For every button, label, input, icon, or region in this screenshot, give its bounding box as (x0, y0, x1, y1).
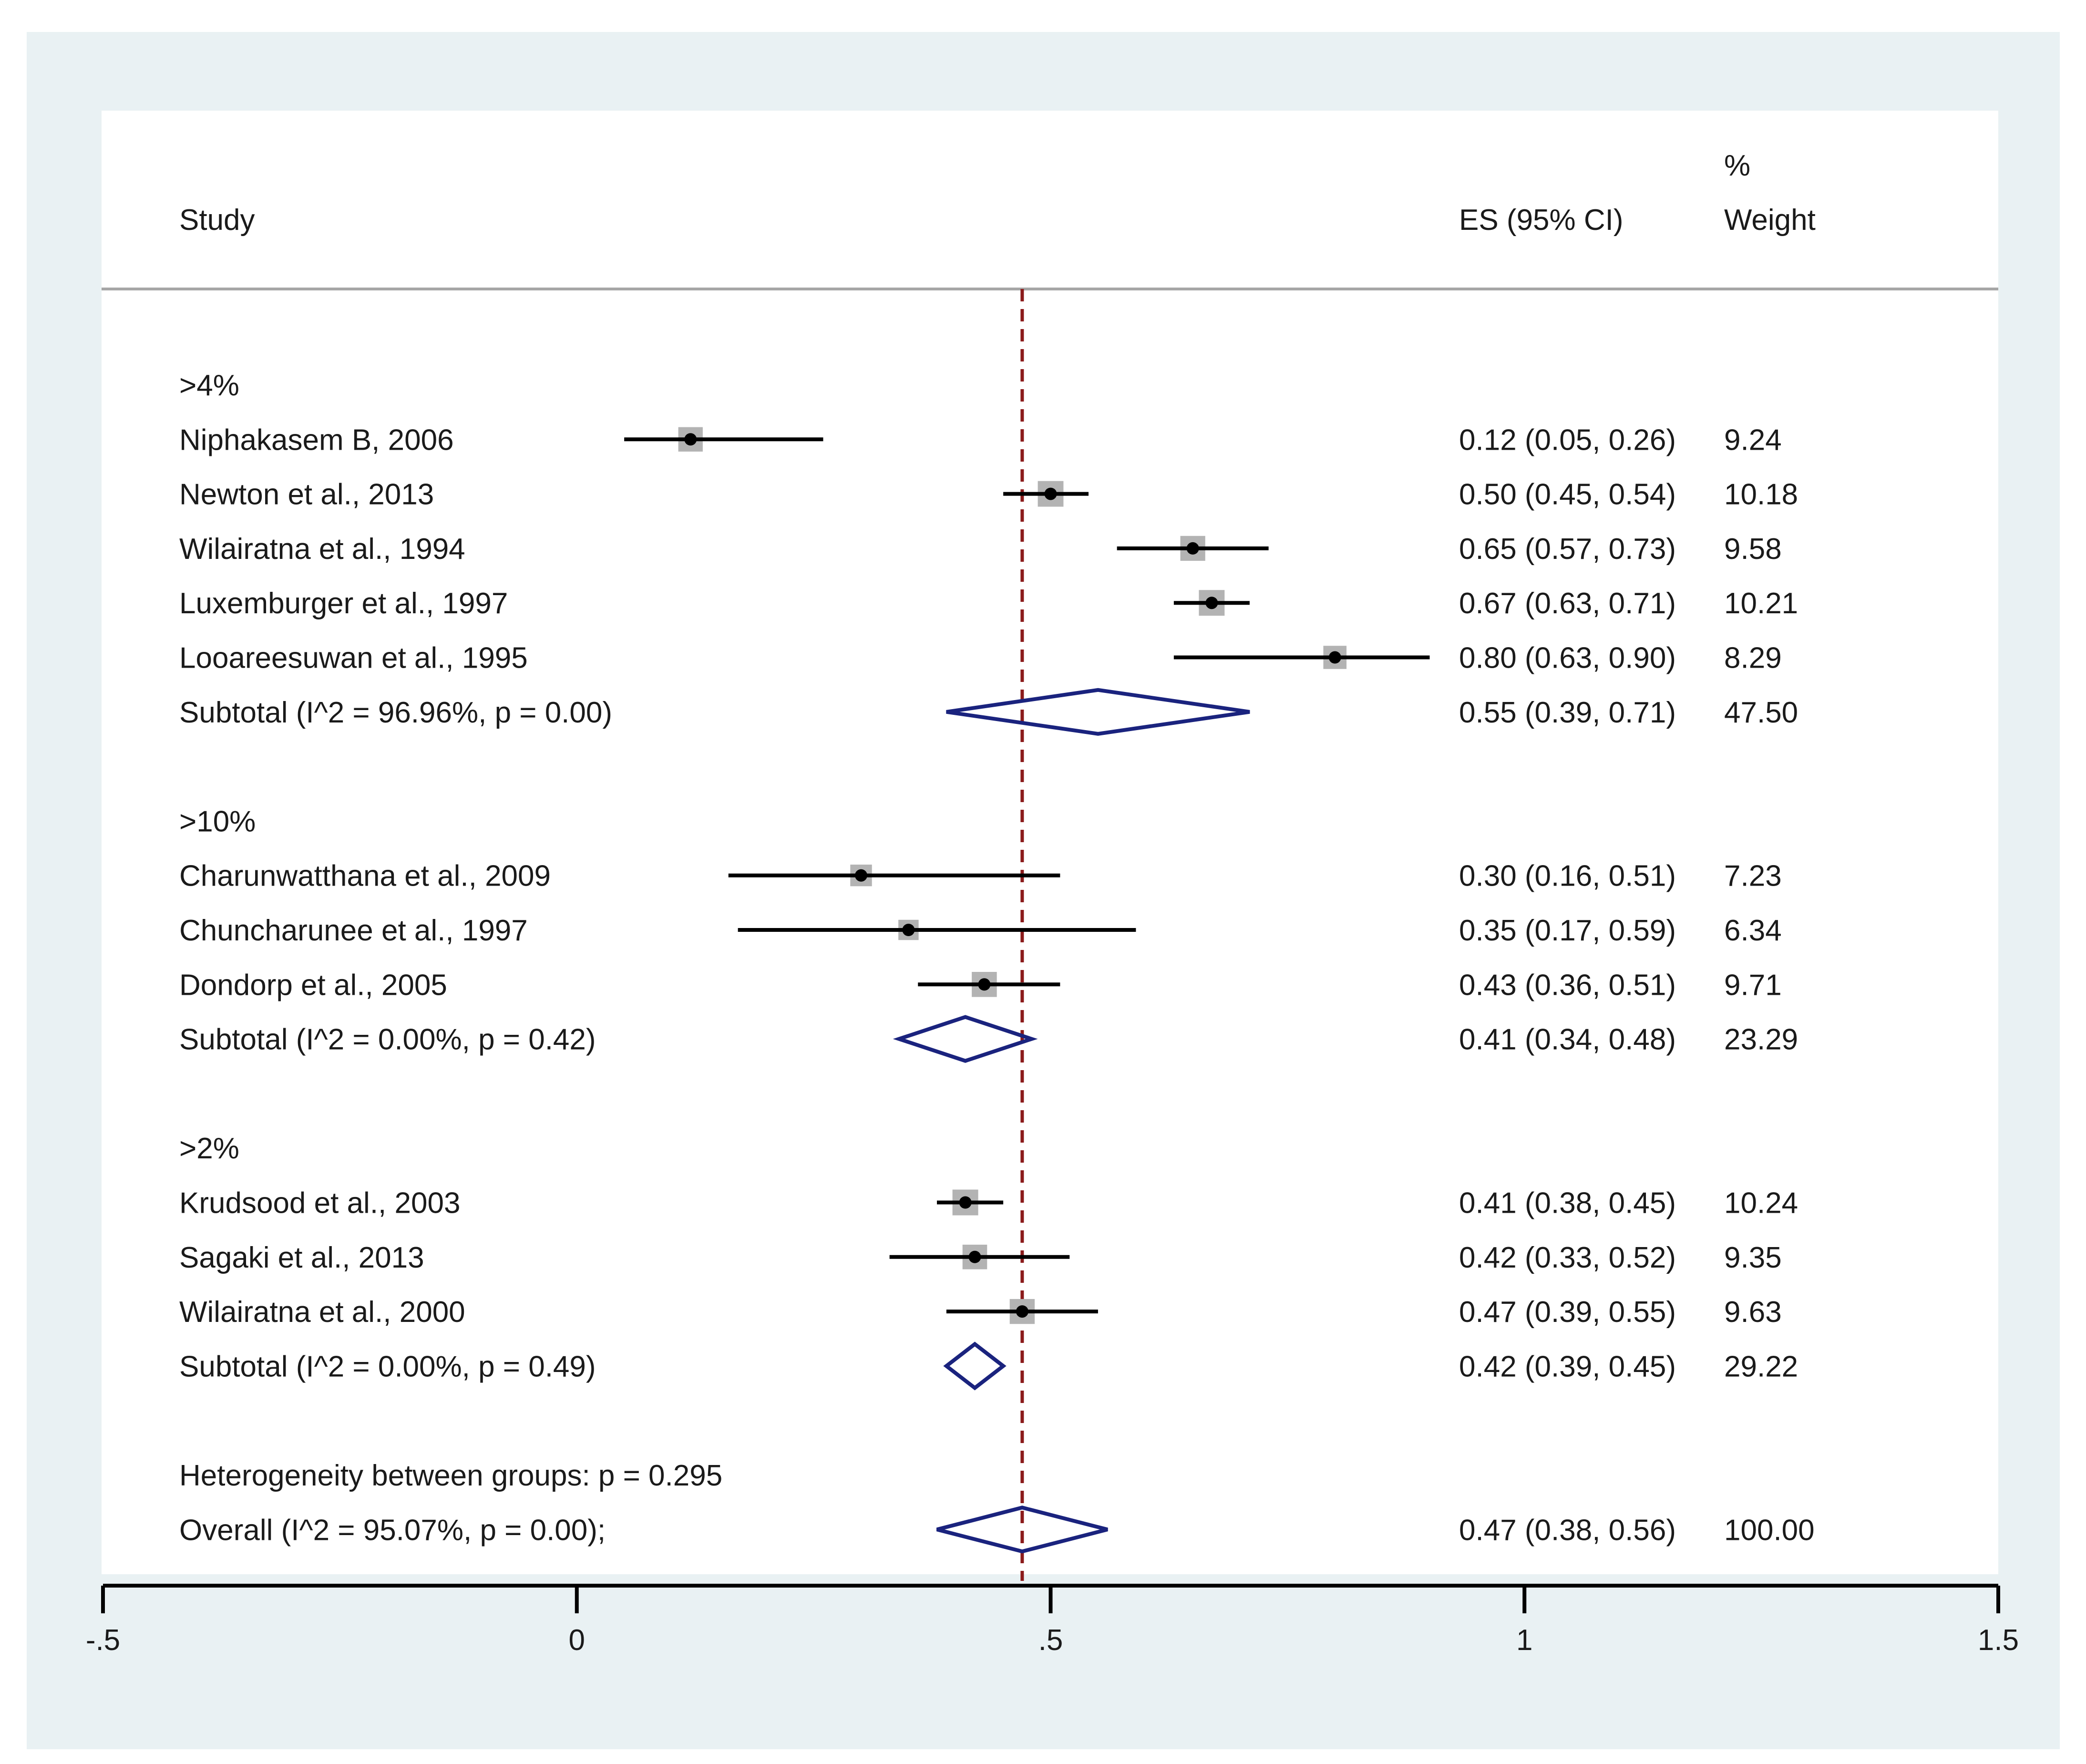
heterogeneity-text: Heterogeneity between groups: p = 0.295 (179, 1459, 722, 1492)
study-point (902, 924, 915, 936)
study-weight: 8.29 (1724, 642, 1782, 675)
study-es-ci: 0.41 (0.38, 0.45) (1459, 1187, 1676, 1220)
subtotal-label: Subtotal (I^2 = 96.96%, p = 0.00) (179, 696, 612, 729)
study-label: Wilairatna et al., 2000 (179, 1296, 465, 1329)
subtotal-weight: 47.50 (1724, 696, 1798, 729)
study-label: Looareesuwan et al., 1995 (179, 642, 528, 675)
subtotal-diamond (943, 1341, 1007, 1391)
study-weight: 9.35 (1724, 1241, 1782, 1274)
subtotal-es-ci: 0.42 (0.39, 0.45) (1459, 1350, 1676, 1383)
study-label: Krudsood et al., 2003 (179, 1187, 460, 1220)
study-weight: 9.71 (1724, 969, 1782, 1001)
x-axis-tick-label: -.5 (86, 1624, 120, 1657)
subtotal-es-ci: 0.41 (0.34, 0.48) (1459, 1023, 1676, 1056)
study-label: Charunwatthana et al., 2009 (179, 860, 551, 893)
study-weight: 10.24 (1724, 1187, 1798, 1220)
study-point (1328, 651, 1341, 664)
study-point (978, 978, 991, 991)
study-es-ci: 0.50 (0.45, 0.54) (1459, 478, 1676, 511)
study-point (1186, 542, 1199, 555)
header-weight-percent: % (1724, 149, 1750, 182)
study-weight: 10.18 (1724, 478, 1798, 511)
study-rows: >4% Niphakasem B, 2006 0.12 (0.05, 0.26) 9.… (179, 369, 1815, 1554)
study-label: Wilairatna et al., 1994 (179, 533, 465, 566)
group-label: >10% (179, 805, 256, 838)
plot-area (102, 111, 1998, 1574)
overall-diamond (936, 1506, 1108, 1554)
study-es-ci: 0.42 (0.33, 0.52) (1459, 1241, 1676, 1274)
study-es-ci: 0.67 (0.63, 0.71) (1459, 587, 1676, 620)
study-label: Luxemburger et al., 1997 (179, 587, 508, 620)
study-point (684, 433, 697, 446)
group-label: >4% (179, 369, 239, 402)
x-axis: -.5 0 .5 1 1.5 (86, 1584, 2019, 1657)
study-weight: 9.63 (1724, 1296, 1782, 1329)
study-es-ci: 0.30 (0.16, 0.51) (1459, 860, 1676, 893)
overall-weight: 100.00 (1724, 1514, 1815, 1547)
study-es-ci: 0.80 (0.63, 0.90) (1459, 642, 1676, 675)
study-es-ci: 0.65 (0.57, 0.73) (1459, 533, 1676, 566)
study-point (855, 869, 867, 882)
study-weight: 7.23 (1724, 860, 1782, 893)
study-weight: 10.21 (1724, 587, 1798, 620)
study-label: Niphakasem B, 2006 (179, 423, 454, 456)
study-point (959, 1196, 972, 1209)
study-es-ci: 0.43 (0.36, 0.51) (1459, 969, 1676, 1001)
subtotal-weight: 23.29 (1724, 1023, 1798, 1056)
study-point (1016, 1305, 1028, 1318)
group-label: >2% (179, 1132, 239, 1165)
subtotal-label: Subtotal (I^2 = 0.00%, p = 0.42) (179, 1023, 596, 1056)
study-weight: 9.24 (1724, 423, 1782, 456)
study-weight: 6.34 (1724, 914, 1782, 947)
study-es-ci: 0.47 (0.39, 0.55) (1459, 1296, 1676, 1329)
subtotal-es-ci: 0.55 (0.39, 0.71) (1459, 696, 1676, 729)
x-axis-tick-label: 1.5 (1978, 1624, 2019, 1657)
x-axis-tick-label: 1 (1516, 1624, 1532, 1657)
overall-label: Overall (I^2 = 95.07%, p = 0.00); (179, 1514, 606, 1547)
overall-es-ci: 0.47 (0.38, 0.56) (1459, 1514, 1676, 1547)
header-weight: Weight (1724, 204, 1816, 237)
study-label: Chuncharunee et al., 1997 (179, 914, 528, 947)
study-point (968, 1250, 981, 1263)
x-axis-tick-label: 0 (569, 1624, 585, 1657)
header-study: Study (179, 204, 255, 237)
study-label: Sagaki et al., 2013 (179, 1241, 424, 1274)
study-weight: 9.58 (1724, 533, 1782, 566)
study-es-ci: 0.35 (0.17, 0.59) (1459, 914, 1676, 947)
header-es: ES (95% CI) (1459, 204, 1624, 237)
study-point (1205, 597, 1218, 609)
subtotal-diamond (946, 688, 1250, 736)
study-point (1044, 487, 1057, 500)
study-label: Dondorp et al., 2005 (179, 969, 447, 1001)
subtotal-diamond (893, 1015, 1038, 1063)
x-axis-tick-label: .5 (1038, 1624, 1063, 1657)
study-es-ci: 0.12 (0.05, 0.26) (1459, 423, 1676, 456)
study-label: Newton et al., 2013 (179, 478, 434, 511)
subtotal-label: Subtotal (I^2 = 0.00%, p = 0.49) (179, 1350, 596, 1383)
subtotal-weight: 29.22 (1724, 1350, 1798, 1383)
